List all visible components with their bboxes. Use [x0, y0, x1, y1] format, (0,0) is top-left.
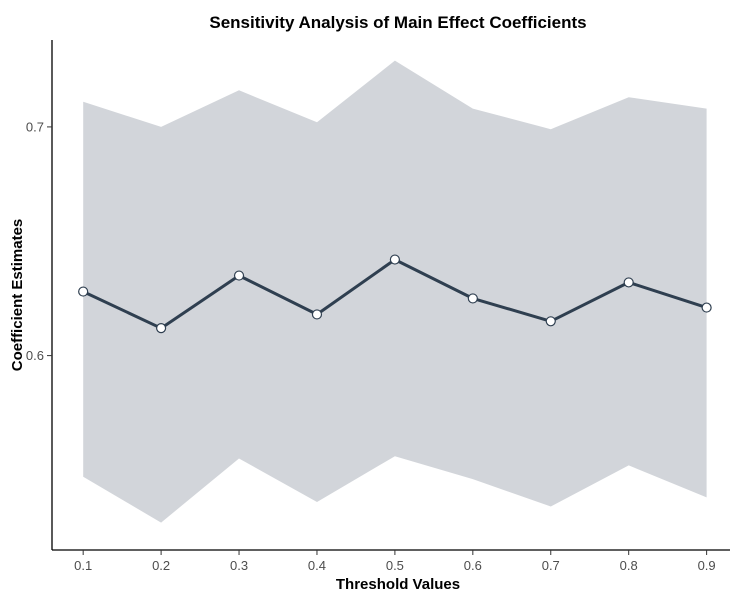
x-tick-label: 0.5 [386, 558, 404, 573]
data-point [311, 309, 323, 320]
data-points [78, 254, 712, 334]
y-axis-ticks: 0.6 0.7 [26, 119, 52, 363]
x-axis-ticks: 0.1 0.2 0.3 0.4 0.5 0.6 0.7 0.8 0.9 [74, 550, 716, 573]
x-tick-label: 0.7 [542, 558, 560, 573]
y-tick-label: 0.6 [26, 348, 44, 363]
data-point [389, 254, 400, 265]
data-point [467, 293, 478, 304]
x-tick-label: 0.4 [308, 558, 326, 573]
data-point [623, 277, 634, 288]
confidence-ribbon [83, 60, 707, 523]
data-point [701, 302, 712, 313]
x-tick-label: 0.9 [698, 558, 716, 573]
data-point [233, 270, 245, 281]
x-axis-title: Threshold Values [336, 576, 460, 591]
x-tick-label: 0.8 [620, 558, 638, 573]
x-tick-label: 0.3 [230, 558, 248, 573]
y-tick-label: 0.7 [26, 119, 44, 134]
x-tick-label: 0.2 [152, 558, 170, 573]
x-tick-label: 0.6 [464, 558, 482, 573]
data-point [78, 286, 89, 297]
plot-area [78, 60, 712, 523]
data-point [156, 323, 167, 334]
y-axis-title: Coefficient Estimates [9, 219, 26, 372]
chart-title: Sensitivity Analysis of Main Effect Coef… [209, 13, 586, 32]
x-tick-label: 0.1 [74, 558, 92, 573]
data-point [545, 316, 556, 327]
